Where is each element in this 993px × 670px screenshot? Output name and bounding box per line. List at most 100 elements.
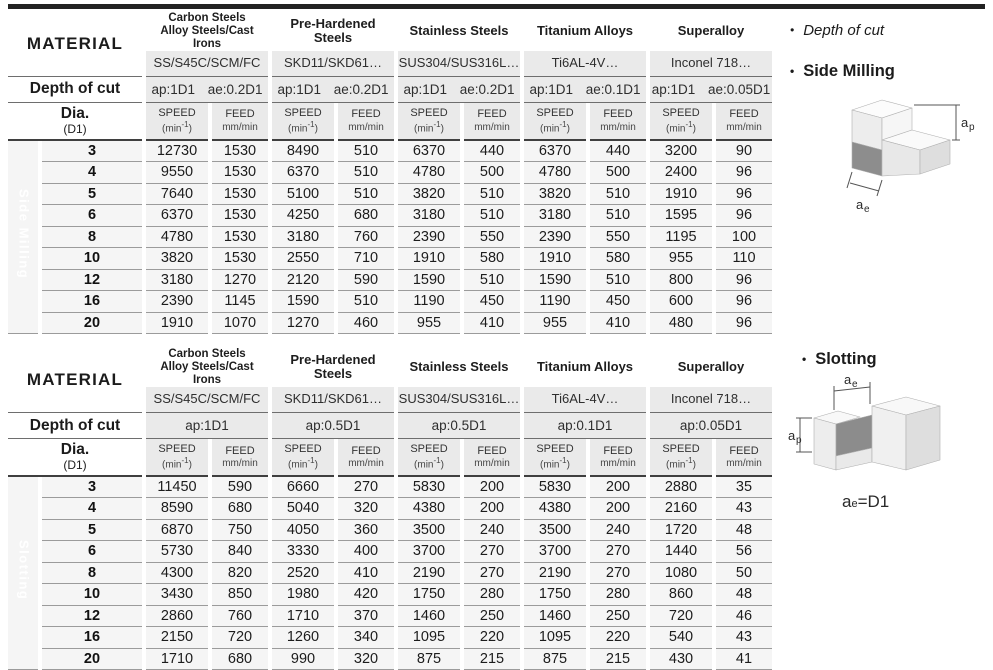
speed-value-cell: 860 [650,584,712,606]
speed-header-cell: SPEED (min-1) [524,102,586,141]
speed-value-cell: 1590 [524,269,586,292]
speed-value-cell: 12730 [146,140,208,163]
speed-value-cell: 3700 [398,541,460,563]
speed-value-cell: 3500 [398,519,460,542]
speed-value-cell: 4250 [272,205,334,227]
feed-header-cell: FEED mm/min [212,102,268,141]
speed-value-cell: 8490 [272,140,334,163]
speed-value-cell: 1190 [398,291,460,313]
material-name-cell: Pre-Hardened Steels [272,348,394,387]
speed-value-cell: 3820 [146,248,208,270]
speed-value-cell: 3820 [398,183,460,206]
side-milling-table: MATERIAL Carbon Steels Alloy Steels/Cast I… [4,12,784,335]
material-name-line: Stainless Steels [409,23,509,39]
feed-value-cell: 35 [716,476,772,499]
legend-slotting: • Slotting [802,350,877,369]
feed-value-cell: 510 [338,162,394,184]
material-header-cell: MATERIAL [8,12,142,77]
speed-header-cell: SPEED (min-1) [524,438,586,477]
feed-value-cell: 680 [212,498,268,520]
material-name-line: Superalloy [677,359,745,375]
feed-value-cell: 500 [464,162,520,184]
dia-value-cell: 8 [42,226,142,249]
feed-value-cell: 320 [338,498,394,520]
feed-value-cell: 250 [590,605,646,628]
legend-depth-of-cut-label: Depth of cut [803,22,885,39]
feed-value-cell: 360 [338,519,394,542]
speed-value-cell: 3700 [524,541,586,563]
feed-value-cell: 220 [464,627,520,649]
feed-value-cell: 200 [464,498,520,520]
speed-value-cell: 3430 [146,584,208,606]
feed-value-cell: 48 [716,519,772,542]
feed-value-cell: 450 [464,291,520,313]
material-name-line: Superalloy [677,23,745,39]
material-name-line: Titanium Alloys [536,359,634,375]
feed-value-cell: 510 [590,183,646,206]
material-name-cell: Pre-Hardened Steels [272,12,394,51]
depth-of-cut-value: ap:1D1 ae:0.2D1 [272,76,394,103]
speed-value-cell: 4780 [146,226,208,249]
feed-value-cell: 760 [338,226,394,249]
cutting-conditions-table: MATERIAL Carbon Steels Alloy Steels/Cast I… [4,12,776,335]
feed-value-cell: 680 [212,648,268,670]
ap-label-sub: p [796,435,802,446]
feed-value-cell: 580 [590,248,646,270]
feed-value-cell: 96 [716,291,772,313]
material-name-cell: Superalloy [650,348,772,387]
feed-value-cell: 680 [338,205,394,227]
speed-value-cell: 1270 [272,312,334,335]
feed-value-cell: 96 [716,162,772,184]
step-block-illustration [851,99,951,177]
speed-value-cell: 1750 [524,584,586,606]
legend-side-milling: • Side Milling [790,62,895,81]
dia-label: Dia. [60,104,90,122]
speed-value-cell: 600 [650,291,712,313]
legend-depth-of-cut: • Depth of cut [790,22,884,39]
depth-of-cut-value: ap:1D1 [146,412,268,439]
speed-header-cell: SPEED (min-1) [650,102,712,141]
feed-value-cell: 510 [464,205,520,227]
feed-value-cell: 500 [590,162,646,184]
feed-value-cell: 1530 [212,205,268,227]
material-grade-cell: Ti6AL-4V… [524,386,646,413]
feed-value-cell: 320 [338,648,394,670]
dia-value-cell: 20 [42,648,142,670]
material-name-line: Pre-Hardened Steels [290,351,376,382]
feed-value-cell: 410 [464,312,520,335]
speed-value-cell: 1910 [650,183,712,206]
speed-value-cell: 1590 [272,291,334,313]
feed-value-cell: 41 [716,648,772,670]
speed-value-cell: 2550 [272,248,334,270]
feed-value-cell: 96 [716,269,772,292]
speed-value-cell: 3200 [650,140,712,163]
feed-value-cell: 56 [716,541,772,563]
speed-value-cell: 8590 [146,498,208,520]
speed-value-cell: 1910 [398,248,460,270]
speed-value-cell: 4300 [146,562,208,585]
material-grade-cell: Inconel 718… [650,50,772,77]
feed-value-cell: 48 [716,584,772,606]
ae-dimension: a e [833,372,871,410]
feed-value-cell: 410 [590,312,646,335]
feed-header-cell: FEED mm/min [716,102,772,141]
feed-value-cell: 1530 [212,226,268,249]
speed-value-cell: 2120 [272,269,334,292]
feed-header-cell: FEED mm/min [338,438,394,477]
material-name-cell: Carbon Steels Alloy Steels/Cast Irons [146,12,268,51]
feed-value-cell: 1530 [212,140,268,163]
feed-value-cell: 550 [464,226,520,249]
feed-header-cell: FEED mm/min [338,102,394,141]
speed-value-cell: 1460 [524,605,586,628]
speed-value-cell: 5730 [146,541,208,563]
dia-header-cell: Dia. (D1) [8,438,142,477]
ae-eq-a: a [842,492,852,511]
feed-value-cell: 550 [590,226,646,249]
depth-of-cut-value: ap:0.5D1 [398,412,520,439]
feed-value-cell: 370 [338,605,394,628]
cutting-conditions-table: MATERIAL Carbon Steels Alloy Steels/Cast I… [4,348,776,670]
tables-column: MATERIAL Carbon Steels Alloy Steels/Cast I… [4,12,784,670]
speed-value-cell: 1260 [272,627,334,649]
speed-value-cell: 430 [650,648,712,670]
ap-label-sub: p [969,122,975,133]
